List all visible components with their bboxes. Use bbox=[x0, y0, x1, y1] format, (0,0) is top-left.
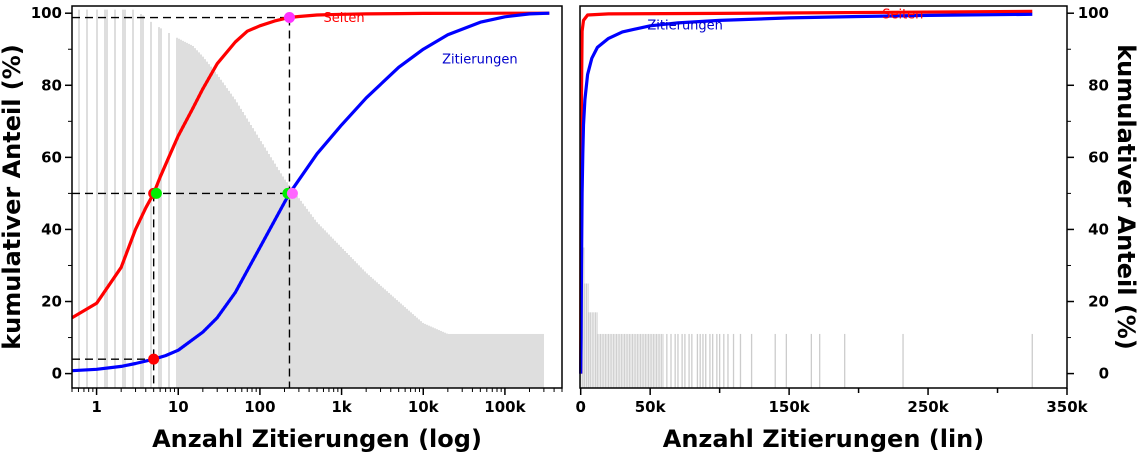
series-label: Zitierungen bbox=[647, 18, 723, 33]
x-tick-label: 100 bbox=[244, 398, 275, 416]
marker-dot bbox=[286, 187, 298, 199]
right-panel-linear: Zitierungen Seiten 0 50k 150k 250k 350k 0 20 40… bbox=[575, 4, 1138, 453]
left-series-lines bbox=[71, 11, 550, 373]
y-tick-label: 0 bbox=[52, 365, 62, 383]
left-x-axis-label: Anzahl Zitierungen (log) bbox=[152, 425, 482, 453]
series-label: Zitierungen bbox=[442, 53, 518, 68]
x-tick-label: 1 bbox=[91, 398, 101, 416]
y-tick-label: 60 bbox=[41, 148, 62, 166]
left-histogram bbox=[78, 9, 544, 388]
series-label: Seiten bbox=[323, 11, 364, 26]
marker-dot bbox=[283, 12, 295, 24]
left-series-labels: Seiten Zitierungen bbox=[323, 11, 517, 67]
right-x-axis-label: Anzahl Zitierungen (lin) bbox=[663, 425, 984, 453]
x-tick-label: 10 bbox=[168, 398, 189, 416]
right-series-labels: Zitierungen Seiten bbox=[647, 8, 923, 34]
right-series-lines bbox=[579, 9, 1033, 374]
right-histogram bbox=[580, 247, 1033, 388]
y-tick-label: 100 bbox=[31, 4, 62, 22]
right-plot-frame bbox=[579, 5, 1068, 389]
marker-dot bbox=[148, 353, 160, 365]
marker-dot bbox=[150, 187, 162, 199]
x-tick-label: 100k bbox=[484, 398, 526, 416]
y-tick-label: 20 bbox=[1088, 293, 1109, 311]
x-tick-label: 50k bbox=[635, 398, 667, 416]
series-line-zitierungen bbox=[579, 12, 1033, 374]
series-line-seiten bbox=[71, 11, 550, 320]
right-y-axis-label: kumulativer Anteil (%) bbox=[1112, 44, 1138, 350]
series-line-seiten bbox=[579, 9, 1033, 374]
left-markers bbox=[148, 12, 298, 365]
y-tick-label: 20 bbox=[41, 293, 62, 311]
series-line-zitierungen bbox=[71, 11, 550, 373]
series-label: Seiten bbox=[882, 8, 923, 23]
right-y-axis-ticks: 0 20 40 60 80 100 bbox=[1067, 4, 1109, 383]
right-x-axis-ticks: 0 50k 150k 250k 350k bbox=[575, 388, 1089, 416]
x-tick-label: 350k bbox=[1046, 398, 1088, 416]
y-tick-label: 40 bbox=[41, 220, 62, 238]
y-tick-label: 40 bbox=[1088, 220, 1109, 238]
left-x-axis-ticks: 1 10 100 1k 10k 100k bbox=[71, 388, 563, 416]
y-tick-label: 80 bbox=[1088, 76, 1109, 94]
y-tick-label: 0 bbox=[1099, 365, 1109, 383]
x-tick-label: 10k bbox=[408, 398, 440, 416]
x-tick-label: 250k bbox=[907, 398, 949, 416]
left-y-axis-label: kumulativer Anteil (%) bbox=[0, 44, 26, 350]
y-tick-label: 60 bbox=[1088, 148, 1109, 166]
y-tick-label: 80 bbox=[41, 76, 62, 94]
x-tick-label: 0 bbox=[575, 398, 585, 416]
y-tick-label: 100 bbox=[1078, 4, 1109, 22]
left-panel-log: Seiten Zitierungen 1 10 100 1k 10k 100k 0 20 40 6… bbox=[0, 4, 563, 453]
x-tick-label: 150k bbox=[768, 398, 810, 416]
left-y-axis-ticks: 0 20 40 60 80 100 bbox=[31, 4, 72, 383]
x-tick-label: 1k bbox=[331, 398, 352, 416]
